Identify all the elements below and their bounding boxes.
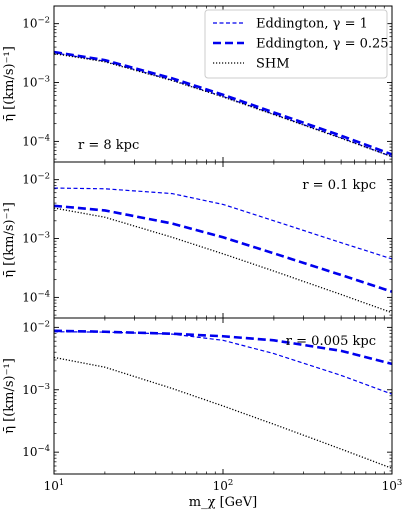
y-axis-label: η̄ [(km/s)⁻¹] <box>2 202 17 278</box>
series-line-1 <box>53 331 393 395</box>
panel-middle: 10−2 10−3 10−4 r = 0.1 kpc η̄ [(km/s)⁻¹] <box>2 161 393 319</box>
y-tick-label: 10−4 <box>22 133 50 148</box>
panel-top: 10−2 10−3 10−4 r = 8 kpc η̄ [(km/s)⁻¹] Edding… <box>2 5 393 163</box>
panel-annotation: r = 0.005 kpc <box>286 334 376 349</box>
series-line-1 <box>53 52 393 158</box>
y-tick-label: 10−3 <box>22 382 50 397</box>
y-tick-label: 10−2 <box>22 319 50 334</box>
y-tick-label: 10−3 <box>22 75 50 90</box>
y-axis-label: η̄ [(km/s)⁻¹] <box>2 46 17 122</box>
series-line-1 <box>53 187 393 260</box>
axes-frame <box>53 317 393 475</box>
panel-annotation: r = 0.1 kpc <box>302 178 376 193</box>
y-tick-label: 10−4 <box>22 444 50 459</box>
panel-annotation: r = 8 kpc <box>78 138 139 153</box>
series-line-2 <box>53 329 393 366</box>
series-line-3 <box>53 52 393 158</box>
x-tick-label: 103 <box>382 478 403 493</box>
legend-label: Eddington, γ = 1 <box>256 17 368 32</box>
series-line-3 <box>53 207 393 314</box>
x-tick-label: 102 <box>213 478 234 493</box>
x-axis-label: m_χ [GeV] <box>189 495 257 510</box>
legend-label: SHM <box>256 57 290 72</box>
y-tick-label: 10−3 <box>22 231 50 246</box>
y-tick-label: 10−2 <box>22 16 50 31</box>
panels: 10−2 10−3 10−4 r = 8 kpc η̄ [(km/s)⁻¹] Edding… <box>2 5 403 510</box>
legend-box <box>204 9 388 79</box>
y-tick-label: 10−4 <box>22 289 50 304</box>
panel-bottom: 10−2 10−3 10−4 r = 0.005 kpc η̄ [(km/s)⁻¹] 10… <box>2 317 403 510</box>
x-tick-label: 101 <box>44 478 65 493</box>
legend: Eddington, γ = 1 Eddington, γ = 0.25 SHM <box>204 9 389 79</box>
legend-label: Eddington, γ = 0.25 <box>256 37 389 52</box>
y-tick-label: 10−2 <box>22 172 50 187</box>
series-line-3 <box>53 356 393 469</box>
series-line-2 <box>53 50 393 156</box>
y-axis-label: η̄ [(km/s)⁻¹] <box>2 358 17 434</box>
series-line-2 <box>53 204 393 293</box>
